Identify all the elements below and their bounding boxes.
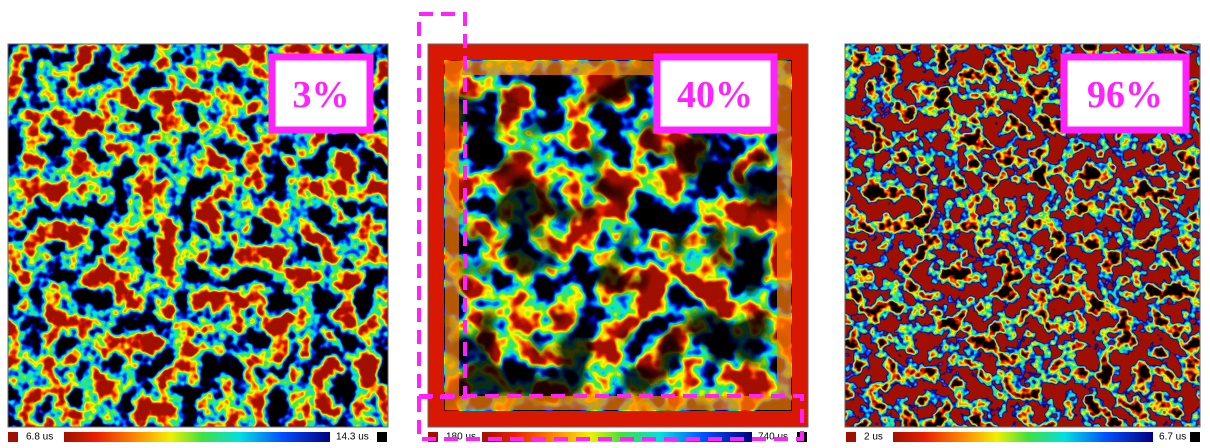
- scale-min-swatch: [846, 432, 856, 442]
- panel: 3% 6.8 us 14.3 us: [7, 43, 389, 443]
- scale-min: 2 us: [864, 432, 883, 443]
- scale-max-swatch: [377, 432, 387, 442]
- scale-min-swatch: [8, 432, 18, 442]
- panel: 96% 2 us 6.7 us: [844, 43, 1201, 443]
- scale-max: 6.7 us: [1159, 432, 1186, 443]
- scale-max-swatch: [1190, 432, 1200, 442]
- colorbar: [482, 432, 752, 442]
- panel-label: 3%: [293, 74, 350, 116]
- frame: [7, 43, 389, 428]
- colorbar: [64, 432, 330, 442]
- scale-max: 740 us: [758, 432, 788, 443]
- scale-min: 180 us: [446, 432, 476, 443]
- border-region: [445, 61, 791, 410]
- frame: [844, 43, 1201, 428]
- scale-min: 6.8 us: [26, 432, 53, 443]
- scale-max: 14.3 us: [336, 432, 369, 443]
- colorbar: [893, 432, 1153, 442]
- label-box: [653, 53, 778, 134]
- panel-label: 40%: [677, 74, 753, 116]
- frame: [427, 43, 809, 428]
- label-box: [268, 53, 374, 134]
- panel-label: 96%: [1087, 74, 1163, 116]
- border-region: [428, 44, 808, 427]
- panel: 40% 180 us 740 us: [417, 12, 809, 443]
- label-box: [1060, 53, 1190, 134]
- highlight-box: [417, 394, 804, 441]
